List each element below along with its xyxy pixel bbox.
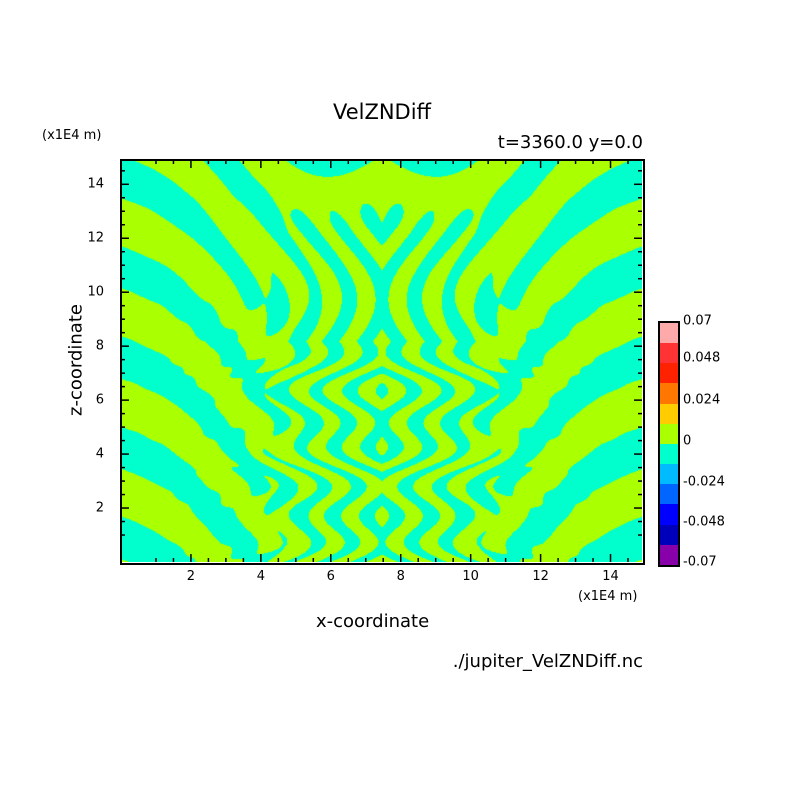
colorbar-segment — [660, 423, 678, 444]
y-tick-label: 2 — [95, 500, 104, 516]
colorbar-label: 0.024 — [683, 392, 721, 408]
x-tick-label: 2 — [186, 569, 196, 584]
file-name: ./jupiter_VelZNDiff.nc — [452, 651, 643, 672]
x-unit-label: (x1E4 m) — [578, 589, 638, 604]
colorbar-segment — [660, 383, 678, 404]
x-tick-label: 10 — [462, 569, 479, 584]
colorbar-label: 0.048 — [683, 350, 721, 366]
chart-title: VelZNDiff — [332, 100, 432, 124]
colorbar-segment — [660, 504, 678, 525]
colorbar-label: 0 — [683, 433, 692, 449]
colorbar-label: 0.07 — [683, 313, 712, 329]
colorbar-segment — [660, 524, 678, 545]
y-tick-label: 8 — [95, 338, 104, 354]
colorbar-segment — [660, 343, 678, 364]
y-tick-label: 4 — [95, 446, 104, 462]
colorbar-segment — [660, 322, 678, 344]
colorbar-label: -0.024 — [683, 474, 725, 490]
colorbar-segment — [660, 484, 678, 505]
y-tick-label: 12 — [87, 230, 104, 246]
chart-subtitle: t=3360.0 y=0.0 — [497, 132, 643, 153]
colorbar-label: -0.07 — [683, 554, 717, 570]
x-tick-label: 4 — [256, 569, 265, 584]
colorbar — [658, 321, 680, 567]
contour-field — [121, 160, 642, 562]
colorbar-label: -0.048 — [683, 514, 725, 530]
colorbar-segment — [660, 403, 678, 424]
y-axis-label: z-coordinate — [65, 304, 87, 416]
colorbar-segment — [660, 363, 678, 384]
colorbar-segment — [660, 443, 678, 465]
x-axis-label: x-coordinate — [316, 611, 430, 632]
x-tick-label: 8 — [396, 569, 405, 584]
y-tick-label: 10 — [87, 284, 104, 300]
y-tick-label: 6 — [95, 392, 104, 408]
y-unit-label: (x1E4 m) — [42, 128, 102, 143]
y-tick-label: 14 — [87, 176, 104, 192]
x-tick-label: 14 — [602, 569, 619, 584]
colorbar-segment — [660, 464, 678, 485]
x-tick-label: 6 — [326, 569, 335, 584]
colorbar-segment — [660, 544, 678, 565]
x-tick-label: 12 — [532, 569, 549, 584]
